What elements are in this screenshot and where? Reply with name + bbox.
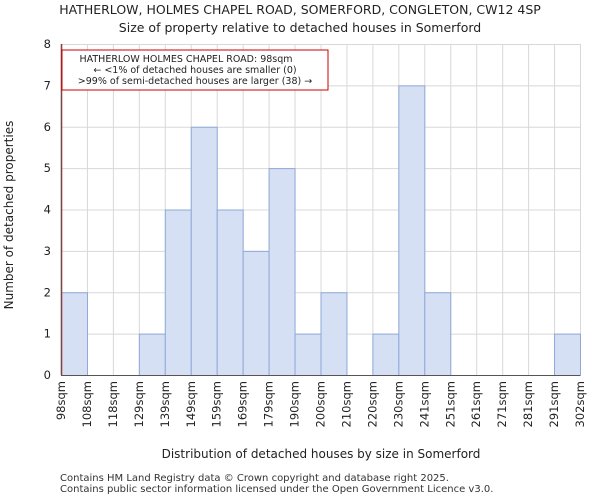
x-tick-label: 98sqm [54, 381, 68, 420]
x-tick-label: 302sqm [573, 381, 587, 427]
bar [242, 250, 270, 376]
x-tick-label: 230sqm [391, 381, 405, 427]
annotation-line-1: HATHERLOW HOLMES CHAPEL ROAD: 98sqm [79, 54, 292, 65]
x-tick-label: 291sqm [547, 381, 561, 427]
bar [424, 292, 452, 376]
x-axis-label: Distribution of detached houses by size … [162, 447, 481, 461]
y-tick-label: 4 [44, 203, 51, 217]
y-tick-label: 7 [44, 78, 51, 92]
bar [164, 209, 192, 376]
y-tick-label: 8 [44, 37, 51, 51]
y-tick-label: 6 [44, 120, 51, 134]
x-ticks: 98sqm 108sqm 118sqm 129sqm 139sqm 149sqm 159sq… [54, 381, 587, 427]
bar [61, 292, 88, 376]
bar [138, 333, 166, 376]
y-tick-label: 0 [44, 368, 51, 382]
x-tick-label: 210sqm [339, 381, 353, 427]
y-tick-label: 1 [44, 327, 51, 341]
y-tick-label: 3 [44, 244, 51, 258]
x-tick-label: 108sqm [80, 381, 94, 427]
bar [294, 333, 322, 376]
footer-line-1: Contains HM Land Registry data © Crown c… [60, 473, 449, 484]
x-tick-label: 139sqm [158, 381, 172, 427]
x-tick-label: 241sqm [417, 381, 431, 427]
annotation-line-2: ← <1% of detached houses are smaller (0) [93, 65, 296, 76]
x-tick-label: 129sqm [132, 381, 146, 427]
bar [554, 333, 581, 376]
annotation-border [61, 49, 329, 91]
y-tick-label: 2 [44, 285, 51, 299]
x-tick-label: 281sqm [521, 381, 535, 427]
axes [60, 44, 580, 376]
x-tick-label: 149sqm [184, 381, 198, 427]
annotation-line-3: >99% of semi-detached houses are larger … [78, 76, 312, 87]
bar [372, 333, 400, 376]
x-tick-label: 190sqm [288, 381, 302, 427]
x-tick-label: 169sqm [236, 381, 250, 427]
bar [216, 209, 244, 376]
x-tick-label: 159sqm [210, 381, 224, 427]
bar [190, 126, 218, 376]
x-tick-label: 200sqm [314, 381, 328, 427]
chart-title: HATHERLOW, HOLMES CHAPEL ROAD, SOMERFORD… [59, 2, 541, 17]
x-tick-label: 118sqm [106, 381, 120, 427]
y-axis-label: Number of detached properties [2, 121, 16, 310]
bar [268, 168, 296, 376]
x-tick-label: 220sqm [365, 381, 379, 427]
bars [61, 85, 581, 376]
x-tick-label: 271sqm [495, 381, 509, 427]
bar [320, 292, 348, 376]
chart-subtitle: Size of property relative to detached ho… [118, 20, 482, 35]
x-tick-label: 261sqm [469, 381, 483, 427]
y-tick-label: 5 [44, 161, 51, 175]
bar [398, 85, 426, 376]
y-ticks: 0 1 2 3 4 5 6 7 8 [44, 37, 51, 382]
annotation-box: HATHERLOW HOLMES CHAPEL ROAD: 98sqm ← <1… [61, 49, 329, 91]
footer-line-2: Contains public sector information licen… [60, 484, 494, 495]
x-tick-label: 179sqm [262, 381, 276, 427]
x-tick-label: 251sqm [443, 381, 457, 427]
